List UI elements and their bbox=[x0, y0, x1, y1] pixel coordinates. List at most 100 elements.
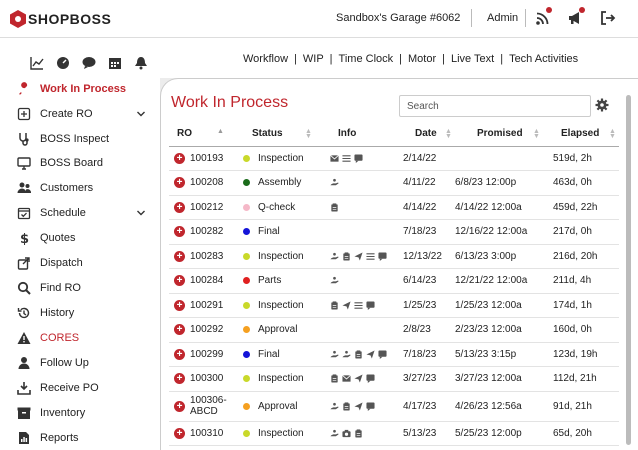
sidebar-item-schedule[interactable]: Schedule bbox=[0, 201, 160, 225]
sidebar-item-boss-board[interactable]: BOSS Board bbox=[0, 151, 160, 175]
table-row[interactable]: +100310 Inspection 5/13/23 5/25/23 12:00p 65… bbox=[169, 421, 619, 446]
divider: | bbox=[442, 53, 445, 65]
table-row[interactable]: +100291 Inspection 1/25/23 1/25/23 12:00a 17… bbox=[169, 293, 619, 318]
status-dot bbox=[243, 277, 250, 285]
gear-icon[interactable] bbox=[595, 98, 609, 112]
column-header-status[interactable]: Status ▲ ▼ bbox=[239, 122, 323, 147]
expand-row-icon[interactable]: + bbox=[174, 226, 185, 238]
chevron-down-icon[interactable] bbox=[136, 208, 146, 218]
sidebar-item-reports[interactable]: Reports bbox=[0, 426, 160, 450]
sidebar-item-dispatch[interactable]: Dispatch bbox=[0, 251, 160, 275]
sidebar-item-customers[interactable]: Customers bbox=[0, 176, 160, 200]
ro-cell: +100300 bbox=[169, 366, 239, 392]
ro-number[interactable]: 100208 bbox=[190, 177, 224, 189]
sidebar-item-boss-inspect[interactable]: BOSS Inspect bbox=[0, 127, 160, 151]
table-row[interactable]: +100212 Q-check 4/14/22 4/14/22 12:00a 459d,… bbox=[169, 195, 619, 220]
sidebar-item-quotes[interactable]: $ Quotes bbox=[0, 226, 160, 250]
subnav-link-live-text[interactable]: Live Text bbox=[450, 53, 495, 65]
table-row[interactable]: +100284 Parts 6/14/23 12/21/22 12:00a 211d, … bbox=[169, 268, 619, 294]
sidebar-item-inventory[interactable]: Inventory bbox=[0, 401, 160, 425]
chat-icon[interactable] bbox=[82, 56, 96, 70]
send-icon bbox=[354, 401, 363, 411]
ro-number[interactable]: 100282 bbox=[190, 226, 224, 238]
sidebar-item-cores[interactable]: CORES bbox=[0, 326, 160, 350]
table-row[interactable]: +100300 Inspection 3/27/23 3/27/23 12:00a 11… bbox=[169, 366, 619, 392]
ro-number[interactable]: 100284 bbox=[190, 275, 224, 287]
column-header-info[interactable]: Info bbox=[323, 122, 393, 147]
ro-number[interactable]: 100292 bbox=[190, 324, 224, 336]
table-row[interactable]: +100299 Final 7/18/23 5/13/23 3:15p 123d, 19… bbox=[169, 342, 619, 367]
logo-text: SHOPBOSS bbox=[28, 11, 112, 27]
column-header-promised[interactable]: Promised ▲ ▼ bbox=[449, 122, 541, 147]
sidebar-item-create-ro[interactable]: Create RO bbox=[0, 102, 160, 126]
table-row[interactable]: +100193 Inspection 2/14/22 519d, 2h bbox=[169, 146, 619, 171]
ro-number[interactable]: 100212 bbox=[190, 201, 224, 213]
logout-icon[interactable] bbox=[600, 10, 616, 26]
status-dot bbox=[243, 402, 250, 410]
column-header-date[interactable]: Date ▲ ▼ bbox=[393, 122, 452, 147]
rss-icon[interactable] bbox=[535, 10, 551, 26]
expand-row-icon[interactable]: + bbox=[174, 152, 185, 164]
clipboard-icon bbox=[331, 203, 338, 212]
expand-row-icon[interactable]: + bbox=[174, 324, 185, 336]
subnav-link-workflow[interactable]: Workflow bbox=[243, 53, 289, 65]
chevron-down-icon[interactable] bbox=[136, 109, 146, 119]
column-header-ro[interactable]: RO ▲ bbox=[169, 122, 239, 147]
expand-row-icon[interactable]: + bbox=[174, 373, 185, 385]
table-row[interactable]: +100283 Inspection 12/13/22 6/13/23 3:00p 21… bbox=[169, 244, 619, 269]
chart-line-icon[interactable] bbox=[30, 56, 44, 70]
logo[interactable]: SHOPBOSS bbox=[10, 10, 111, 28]
ro-number[interactable]: 100310 bbox=[190, 427, 224, 439]
ro-number[interactable]: 100283 bbox=[190, 250, 224, 262]
promised-value: 4/14/22 12:00a bbox=[455, 201, 522, 213]
subnav-link-wip[interactable]: WIP bbox=[302, 53, 324, 65]
column-header-elapsed[interactable]: Elapsed ▲ ▼ bbox=[541, 122, 619, 147]
calendar-icon[interactable] bbox=[108, 56, 122, 70]
sidebar-item-receive-po[interactable]: Receive PO bbox=[0, 376, 160, 400]
gauge-icon[interactable] bbox=[56, 56, 70, 70]
expand-row-icon[interactable]: + bbox=[174, 427, 185, 439]
user-label[interactable]: Admin bbox=[487, 12, 519, 24]
expand-row-icon[interactable]: + bbox=[174, 299, 185, 311]
sidebar-item-find-ro[interactable]: Find RO bbox=[0, 276, 160, 300]
expand-row-icon[interactable]: + bbox=[174, 348, 185, 360]
elapsed-value: 216d, 20h bbox=[553, 250, 598, 262]
expand-row-icon[interactable]: + bbox=[174, 177, 185, 189]
sidebar-item-follow-up[interactable]: Follow Up bbox=[0, 351, 160, 375]
ro-number[interactable]: 100306- ABCD bbox=[190, 395, 227, 417]
scrollbar[interactable] bbox=[626, 95, 631, 445]
search-icon bbox=[17, 281, 31, 295]
garage-name[interactable]: Sandbox's Garage #6062 bbox=[336, 12, 461, 24]
promised-cell: 12/16/22 12:00a bbox=[449, 219, 541, 245]
ro-number[interactable]: 100300 bbox=[190, 373, 224, 385]
ro-cell: +100306- ABCD bbox=[169, 391, 239, 422]
table-row[interactable]: +100282 Final 7/18/23 12/16/22 12:00a 217d, … bbox=[169, 219, 619, 245]
ro-number[interactable]: 100193 bbox=[190, 152, 224, 164]
table-row[interactable]: +100306- ABCD Approval 4/17/23 4/26/23 12:5… bbox=[169, 391, 619, 422]
subnav-link-motor[interactable]: Motor bbox=[408, 53, 437, 65]
subnav-link-time-clock[interactable]: Time Clock bbox=[338, 53, 394, 65]
ro-number[interactable]: 100291 bbox=[190, 299, 224, 311]
sidebar-item-history[interactable]: History bbox=[0, 301, 160, 325]
search-input[interactable] bbox=[399, 95, 591, 117]
send-icon bbox=[366, 350, 375, 359]
mail-icon bbox=[330, 154, 339, 162]
table-row[interactable]: +100292 Approval 2/8/23 2/23/23 12:00a 160d,… bbox=[169, 317, 619, 343]
sidebar-item-work-in-process[interactable]: Work In Process bbox=[0, 77, 160, 101]
promised-value: 5/25/23 12:00p bbox=[455, 427, 522, 439]
status-label: Inspection bbox=[258, 427, 304, 439]
expand-row-icon[interactable]: + bbox=[174, 400, 185, 412]
chat-icon bbox=[366, 374, 375, 384]
ro-number[interactable]: 100299 bbox=[190, 348, 224, 360]
expand-row-icon[interactable]: + bbox=[174, 275, 185, 287]
expand-row-icon[interactable]: + bbox=[174, 250, 185, 262]
expand-row-icon[interactable]: + bbox=[174, 201, 185, 213]
subnav-link-tech-activities[interactable]: Tech Activities bbox=[509, 53, 579, 65]
wrench-icon bbox=[19, 82, 28, 95]
table-row[interactable]: +100208 Assembly 4/11/22 6/8/23 12:00p 463d,… bbox=[169, 170, 619, 196]
bell-icon[interactable] bbox=[134, 56, 148, 70]
status-label: Inspection bbox=[258, 299, 304, 311]
status-dot bbox=[243, 203, 250, 211]
megaphone-icon[interactable] bbox=[567, 10, 583, 26]
status-cell: Approval bbox=[239, 317, 323, 343]
